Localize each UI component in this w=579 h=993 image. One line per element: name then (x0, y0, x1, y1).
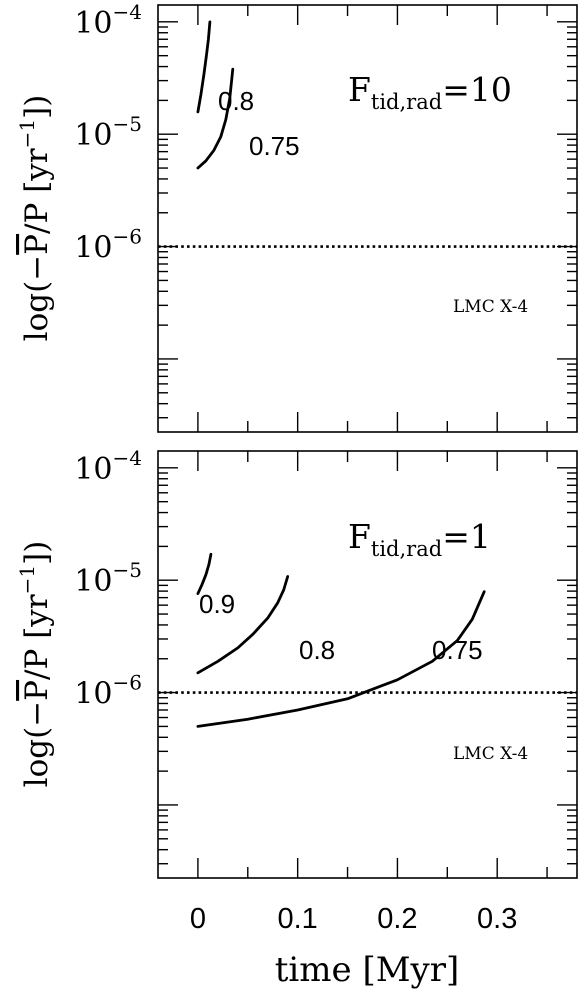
series-label: 0.8 (218, 86, 254, 116)
panel-annotation: Ftid,rad=1 (348, 517, 491, 561)
series-line-0.75 (196, 590, 486, 728)
panel-annotation: Ftid,rad=10 (348, 70, 512, 114)
top-panel: 10−4 10−5 10−6 log(−P/P [yr−1]) LMC X-4 Ftid,… (15, 0, 578, 433)
bottom-panel: 10−4 10−5 10−6 log(−P/P [yr−1]) LMC X-4 Ftid,… (15, 446, 578, 879)
y-tick-label: 10−6 (74, 671, 142, 712)
plot-frame (157, 4, 578, 433)
series-label: 0.8 (299, 635, 335, 665)
series-line-0.9 (196, 552, 213, 595)
y-axis-label: log(−P/P [yr−1]) (15, 541, 55, 788)
plot-frame (157, 450, 578, 879)
y-tick-label: 10−4 (74, 446, 142, 487)
reference-line-label: LMC X-4 (453, 297, 528, 317)
x-tick-label: 0 (190, 903, 206, 935)
y-tick-label: 10−5 (74, 558, 142, 599)
x-tick-label: 0.1 (278, 903, 318, 935)
x-tick-label: 0.2 (377, 903, 417, 935)
series-label: 0.75 (432, 635, 483, 665)
series-line-0.8 (196, 20, 212, 114)
y-tick-label: 10−5 (74, 112, 142, 153)
x-tick-labels: 0 0.1 0.2 0.3 (190, 903, 518, 935)
y-tick-label: 10−4 (74, 0, 142, 41)
series-line-0.75 (196, 67, 235, 170)
series-label: 0.9 (199, 589, 235, 619)
series-line-0.8 (196, 575, 290, 675)
y-axis-label: log(−P/P [yr−1]) (15, 95, 55, 342)
x-axis-label: time [Myr] (275, 950, 460, 990)
x-tick-label: 0.3 (477, 903, 517, 935)
series-label: 0.75 (249, 131, 300, 161)
y-tick-label: 10−6 (74, 225, 142, 266)
reference-line-label: LMC X-4 (453, 744, 528, 764)
